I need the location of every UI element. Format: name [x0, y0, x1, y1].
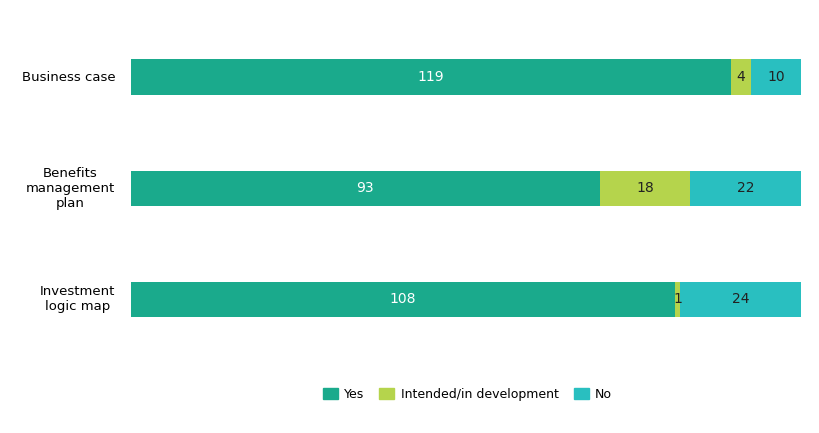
Bar — [750, 59, 800, 95]
Bar — [599, 171, 690, 206]
Text: 22: 22 — [736, 181, 753, 195]
Text: 1: 1 — [672, 293, 681, 307]
Text: 24: 24 — [731, 293, 749, 307]
Legend: Yes, Intended/in development, No: Yes, Intended/in development, No — [323, 388, 611, 401]
Bar — [730, 59, 750, 95]
Text: 4: 4 — [735, 70, 744, 84]
Bar — [131, 171, 599, 206]
Bar — [690, 171, 800, 206]
Bar — [131, 59, 730, 95]
Text: 119: 119 — [417, 70, 444, 84]
Bar — [680, 282, 800, 317]
Bar — [131, 282, 674, 317]
Bar — [674, 282, 680, 317]
Text: 18: 18 — [636, 181, 653, 195]
Text: 93: 93 — [356, 181, 373, 195]
Text: 108: 108 — [390, 293, 416, 307]
Text: 10: 10 — [766, 70, 784, 84]
